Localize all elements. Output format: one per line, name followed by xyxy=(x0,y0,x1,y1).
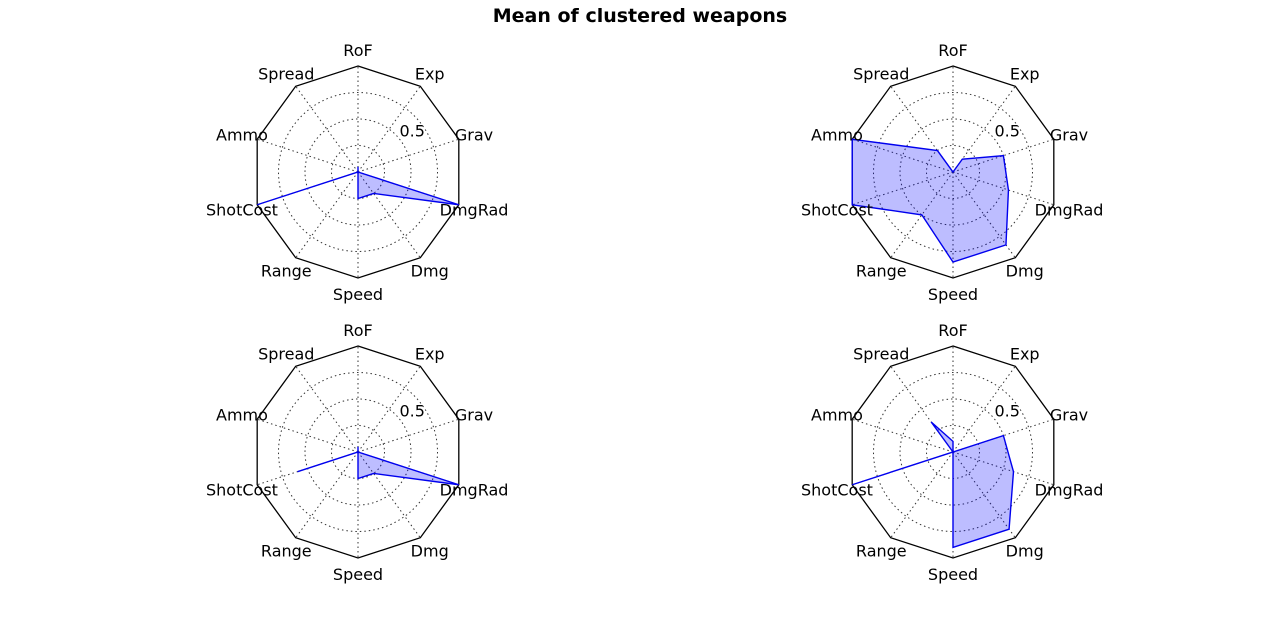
axis-label-dmg: Dmg xyxy=(411,542,449,561)
grid-circle xyxy=(278,92,438,252)
spoke-ammo xyxy=(257,418,359,453)
axis-label-grav: Grav xyxy=(1050,125,1088,144)
radar-frame xyxy=(256,345,460,559)
grid-circle xyxy=(873,372,1033,532)
radial-tick-label: 0.5 xyxy=(399,402,424,421)
axis-label-ammo: Ammo xyxy=(811,125,863,144)
axis-label-grav: Grav xyxy=(455,405,493,424)
radial-tick-label: 0.5 xyxy=(994,402,1019,421)
axis-label-dmg: Dmg xyxy=(1006,262,1044,281)
axis-label-ammo: Ammo xyxy=(216,405,268,424)
grid-circle xyxy=(278,372,438,532)
spoke-range xyxy=(295,171,359,259)
axis-label-ammo: Ammo xyxy=(811,405,863,424)
axis-label-spread: Spread xyxy=(853,64,909,83)
radar-series-area xyxy=(297,446,460,486)
axis-label-spread: Spread xyxy=(258,64,314,83)
radar-series-area xyxy=(256,166,460,206)
radar-series-area xyxy=(851,421,1015,549)
axis-label-speed: Speed xyxy=(333,565,383,584)
axis-label-rof: RoF xyxy=(343,321,372,340)
axis-label-exp: Exp xyxy=(1010,344,1040,363)
radar-frame xyxy=(851,65,1055,279)
axis-label-exp: Exp xyxy=(1010,64,1040,83)
axis-label-ammo: Ammo xyxy=(216,125,268,144)
axis-label-spread: Spread xyxy=(258,344,314,363)
axis-label-grav: Grav xyxy=(455,125,493,144)
radial-tick-label: 0.5 xyxy=(994,122,1019,141)
chart-title: Mean of clustered weapons xyxy=(493,5,788,27)
grid-circle xyxy=(899,398,1007,506)
axis-label-rof: RoF xyxy=(938,41,967,60)
radar-frame xyxy=(256,65,460,279)
axis-label-rof: RoF xyxy=(938,321,967,340)
axis-label-range: Range xyxy=(261,542,312,561)
axis-label-grav: Grav xyxy=(1050,405,1088,424)
axis-label-shotcost: ShotCost xyxy=(206,201,278,220)
axis-label-dmgrad: DmgRad xyxy=(440,201,509,220)
grid-circle xyxy=(873,92,1033,252)
axis-label-range: Range xyxy=(856,262,907,281)
grid-circle xyxy=(926,145,980,199)
axis-label-range: Range xyxy=(261,262,312,281)
radar-plots: RoF Exp Grav DmgRad Dmg Speed Range ShotCost Amm… xyxy=(206,41,1103,584)
axis-label-spread: Spread xyxy=(853,344,909,363)
radar-subplot-2: RoF Exp Grav DmgRad Dmg Speed Range ShotCost Amm… xyxy=(801,41,1103,304)
radar-subplot-3: RoF Exp Grav DmgRad Dmg Speed Range ShotCost Amm… xyxy=(206,321,508,584)
axis-label-speed: Speed xyxy=(333,285,383,304)
axis-label-shotcost: ShotCost xyxy=(801,481,873,500)
axis-label-shotcost: ShotCost xyxy=(801,201,873,220)
axis-label-rof: RoF xyxy=(343,41,372,60)
radial-tick-label: 0.5 xyxy=(399,122,424,141)
axis-label-dmgrad: DmgRad xyxy=(1035,201,1104,220)
spoke-ammo xyxy=(852,418,954,453)
radar-subplot-1: RoF Exp Grav DmgRad Dmg Speed Range ShotCost Amm… xyxy=(206,41,508,304)
spoke-range xyxy=(295,451,359,539)
axis-label-dmg: Dmg xyxy=(411,262,449,281)
axis-label-shotcost: ShotCost xyxy=(206,481,278,500)
axis-label-dmgrad: DmgRad xyxy=(440,481,509,500)
axis-label-speed: Speed xyxy=(928,285,978,304)
axis-label-speed: Speed xyxy=(928,565,978,584)
radar-subplot-4: RoF Exp Grav DmgRad Dmg Speed Range ShotCost Amm… xyxy=(801,321,1103,584)
axis-label-dmg: Dmg xyxy=(1006,542,1044,561)
axis-label-exp: Exp xyxy=(415,64,445,83)
radar-frame xyxy=(851,345,1055,559)
spoke-ammo xyxy=(257,138,359,173)
grid-circle xyxy=(304,398,412,506)
axis-label-exp: Exp xyxy=(415,344,445,363)
spoke-range xyxy=(890,451,954,539)
grid-circle xyxy=(304,118,412,226)
axis-label-range: Range xyxy=(856,542,907,561)
axis-label-dmgrad: DmgRad xyxy=(1035,481,1104,500)
radar-series-area xyxy=(851,138,1010,263)
